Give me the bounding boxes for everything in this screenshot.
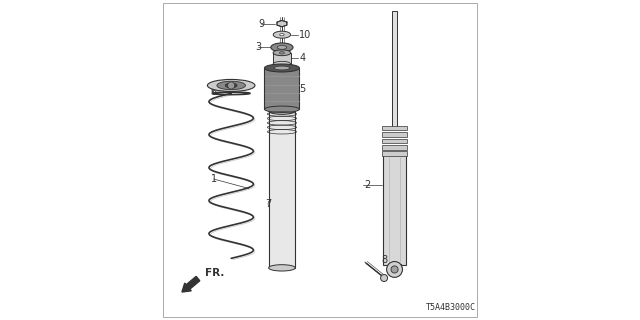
Bar xyxy=(383,151,406,156)
Circle shape xyxy=(381,275,388,282)
Ellipse shape xyxy=(280,52,284,54)
Bar xyxy=(388,264,401,271)
Circle shape xyxy=(387,261,403,277)
Circle shape xyxy=(228,82,235,89)
Ellipse shape xyxy=(273,31,291,38)
Text: 10: 10 xyxy=(300,30,312,40)
Text: 4: 4 xyxy=(300,53,305,63)
Ellipse shape xyxy=(217,81,246,90)
Ellipse shape xyxy=(207,79,255,92)
Bar xyxy=(269,111,295,268)
Text: 9: 9 xyxy=(258,19,264,28)
Ellipse shape xyxy=(271,43,293,52)
Ellipse shape xyxy=(225,83,237,88)
Ellipse shape xyxy=(274,66,290,70)
Circle shape xyxy=(391,266,398,273)
Text: 7: 7 xyxy=(266,199,272,209)
Text: 8: 8 xyxy=(382,255,388,265)
Text: 3: 3 xyxy=(255,42,261,52)
Ellipse shape xyxy=(280,34,284,36)
Ellipse shape xyxy=(269,107,295,114)
Bar xyxy=(383,145,406,149)
Ellipse shape xyxy=(264,64,300,72)
Bar xyxy=(383,154,406,265)
Ellipse shape xyxy=(277,45,287,49)
Bar xyxy=(273,53,291,64)
FancyArrow shape xyxy=(182,276,200,292)
Text: T5A4B3000C: T5A4B3000C xyxy=(426,303,476,312)
Bar xyxy=(383,126,406,131)
Bar xyxy=(264,68,300,109)
Ellipse shape xyxy=(273,61,291,67)
Text: 6: 6 xyxy=(211,87,217,97)
Text: 5: 5 xyxy=(300,84,306,94)
Text: 2: 2 xyxy=(364,180,371,190)
Bar xyxy=(383,139,406,143)
Ellipse shape xyxy=(273,50,291,56)
Ellipse shape xyxy=(264,106,300,112)
Text: 1: 1 xyxy=(211,174,217,184)
Bar xyxy=(383,132,406,137)
Text: FR.: FR. xyxy=(205,268,224,277)
Polygon shape xyxy=(277,20,287,27)
Ellipse shape xyxy=(269,265,295,271)
Bar xyxy=(392,11,397,128)
